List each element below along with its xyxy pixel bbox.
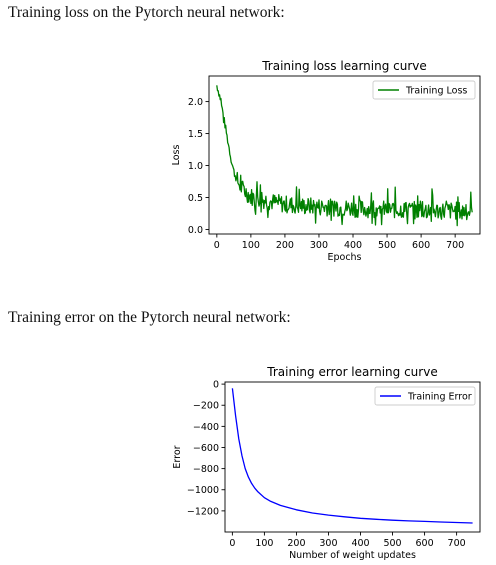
y-tick-label: 0.5 [188,193,203,204]
x-tick-label: 200 [287,538,305,549]
y-tick-label: 0.0 [188,225,203,236]
y-tick-label: 0 [213,380,219,391]
x-tick-label: 600 [416,538,434,549]
x-axis-label: Number of weight updates [289,550,416,561]
x-tick-label: 0 [229,538,235,549]
x-tick-label: 100 [242,240,260,251]
y-axis-label: Error [172,445,183,468]
series-line-0 [231,388,473,524]
legend-box [372,80,476,100]
chart-title: Training loss learning curve [261,59,427,73]
y-tick-label: −1000 [187,485,219,496]
caption-training-error: Training error on the Pytorch neural net… [8,309,291,326]
y-tick-label: 1.5 [188,129,203,140]
x-tick-label: 500 [378,240,396,251]
x-tick-label: 300 [319,538,337,549]
plot-frame [208,75,481,235]
y-tick-label: 1.0 [188,161,203,172]
x-tick-label: 400 [351,538,369,549]
x-tick-label: 700 [446,240,464,251]
legend-label: Training Error [407,392,472,403]
y-tick-label: −200 [193,401,219,412]
x-tick-label: 200 [276,240,294,251]
x-tick-label: 100 [255,538,273,549]
y-tick-label: −600 [193,443,219,454]
chart-title: Training error learning curve [266,365,437,379]
legend-label: Training Loss [405,86,467,97]
x-tick-label: 300 [310,240,328,251]
plot-frame [224,381,481,533]
caption-training-loss: Training loss on the Pytorch neural netw… [8,4,285,21]
y-tick-label: −1200 [187,506,219,517]
x-tick-label: 400 [344,240,362,251]
x-tick-label: 500 [383,538,401,549]
legend-box [374,386,476,406]
x-tick-label: 700 [448,538,466,549]
y-tick-label: −800 [193,464,219,475]
series-line-0 [216,85,473,227]
x-tick-label: 0 [214,240,220,251]
y-tick-label: 2.0 [188,97,203,108]
y-tick-label: −400 [193,422,219,433]
x-axis-label: Epochs [327,252,361,263]
y-axis-label: Loss [171,145,182,166]
x-tick-label: 600 [412,240,430,251]
